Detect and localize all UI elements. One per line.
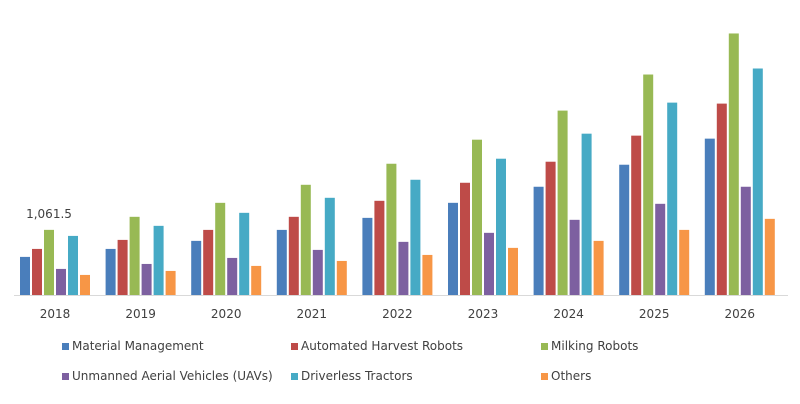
x-tick-label: 2021: [297, 307, 328, 321]
bar-2026-unmanned-aerial-vehicles-uavs-: [740, 186, 751, 295]
legend-label: Driverless Tractors: [301, 369, 413, 383]
bar-2025-unmanned-aerial-vehicles-uavs-: [655, 203, 666, 295]
bar-2019-others: [165, 270, 176, 295]
bar-2018-automated-harvest-robots: [32, 248, 42, 295]
legend-item: Unmanned Aerial Vehicles (UAVs): [62, 369, 273, 383]
x-tick-label: 2023: [468, 307, 499, 321]
bar-2024-driverless-tractors: [581, 133, 592, 295]
bar-2019-milking-robots: [129, 216, 140, 295]
bars-layer: [20, 33, 775, 296]
x-tick-label: 2020: [211, 307, 242, 321]
legend-swatch: [291, 343, 298, 350]
bar-2018-milking-robots: [44, 229, 54, 295]
legend-item: Driverless Tractors: [291, 369, 413, 383]
bar-2025-material-management: [619, 164, 630, 295]
legend-swatch: [62, 343, 69, 350]
bar-2021-automated-harvest-robots: [288, 216, 299, 295]
bar-2023-material-management: [448, 202, 458, 295]
bar-2020-driverless-tractors: [239, 212, 250, 295]
legend-swatch: [291, 373, 298, 380]
legend-swatch: [541, 373, 548, 380]
bar-2023-automated-harvest-robots: [460, 182, 470, 295]
bar-2020-automated-harvest-robots: [203, 229, 214, 295]
bar-2026-milking-robots: [728, 33, 739, 296]
bar-2023-driverless-tractors: [496, 158, 506, 295]
bar-2024-others: [593, 240, 604, 295]
legend-item: Material Management: [62, 339, 204, 353]
bar-2024-unmanned-aerial-vehicles-uavs-: [569, 219, 580, 295]
legend-label: Automated Harvest Robots: [301, 339, 463, 353]
legend-label: Milking Robots: [551, 339, 638, 353]
bar-2019-automated-harvest-robots: [117, 239, 128, 295]
bar-2019-unmanned-aerial-vehicles-uavs-: [141, 263, 152, 295]
bar-2020-others: [251, 265, 262, 295]
bar-2020-material-management: [191, 240, 202, 295]
bar-2026-driverless-tractors: [752, 68, 763, 295]
bar-2025-milking-robots: [643, 74, 654, 296]
bar-2026-material-management: [704, 138, 715, 295]
bar-2024-automated-harvest-robots: [545, 161, 556, 295]
bar-2023-milking-robots: [472, 139, 482, 295]
bar-2021-milking-robots: [300, 184, 311, 295]
bar-2021-unmanned-aerial-vehicles-uavs-: [312, 249, 323, 295]
bar-2018-material-management: [20, 256, 30, 295]
data-label: 1,061.5: [26, 207, 72, 221]
legend-item: Others: [541, 369, 591, 383]
bar-2022-others: [422, 254, 433, 295]
bar-2018-unmanned-aerial-vehicles-uavs-: [56, 268, 66, 295]
x-tick-label: 2025: [639, 307, 670, 321]
bar-2023-unmanned-aerial-vehicles-uavs-: [484, 232, 494, 295]
bar-2021-material-management: [276, 229, 287, 295]
bar-2020-unmanned-aerial-vehicles-uavs-: [227, 257, 238, 295]
bar-2026-automated-harvest-robots: [716, 103, 727, 296]
annotations: 1,061.5: [26, 207, 72, 221]
bar-2026-others: [764, 218, 775, 295]
bar-2025-automated-harvest-robots: [631, 135, 642, 295]
legend-item: Milking Robots: [541, 339, 638, 353]
legend-label: Unmanned Aerial Vehicles (UAVs): [72, 369, 273, 383]
bar-2022-automated-harvest-robots: [374, 200, 385, 295]
x-tick-label: 2022: [382, 307, 413, 321]
bar-2018-driverless-tractors: [68, 235, 78, 295]
bar-2022-material-management: [362, 217, 373, 295]
legend-label: Others: [551, 369, 591, 383]
bar-2024-milking-robots: [557, 110, 568, 296]
x-tick-label: 2026: [725, 307, 756, 321]
legend: Material Management Automated Harvest Rob…: [62, 339, 638, 383]
legend-swatch: [541, 343, 548, 350]
bar-2021-driverless-tractors: [324, 197, 335, 295]
bar-2024-material-management: [533, 186, 544, 295]
x-tick-labels: 2018 2019 2020 2021 2022 2023 2024 2025 2026: [40, 307, 755, 321]
bar-2022-driverless-tractors: [410, 179, 421, 295]
bar-2021-others: [336, 260, 347, 295]
bar-2023-others: [508, 247, 518, 295]
bar-2022-unmanned-aerial-vehicles-uavs-: [398, 241, 409, 295]
x-tick-label: 2024: [553, 307, 584, 321]
x-tick-label: 2018: [40, 307, 71, 321]
legend-swatch: [62, 373, 69, 380]
bar-2018-others: [80, 274, 90, 295]
bar-2019-material-management: [105, 248, 116, 295]
bar-2019-driverless-tractors: [153, 225, 164, 295]
bar-2022-milking-robots: [386, 163, 397, 295]
bar-2025-others: [679, 229, 690, 295]
bar-2025-driverless-tractors: [667, 102, 678, 295]
bar-2020-milking-robots: [215, 202, 226, 295]
x-tick-label: 2019: [125, 307, 156, 321]
legend-label: Material Management: [72, 339, 204, 353]
legend-item: Automated Harvest Robots: [291, 339, 463, 353]
